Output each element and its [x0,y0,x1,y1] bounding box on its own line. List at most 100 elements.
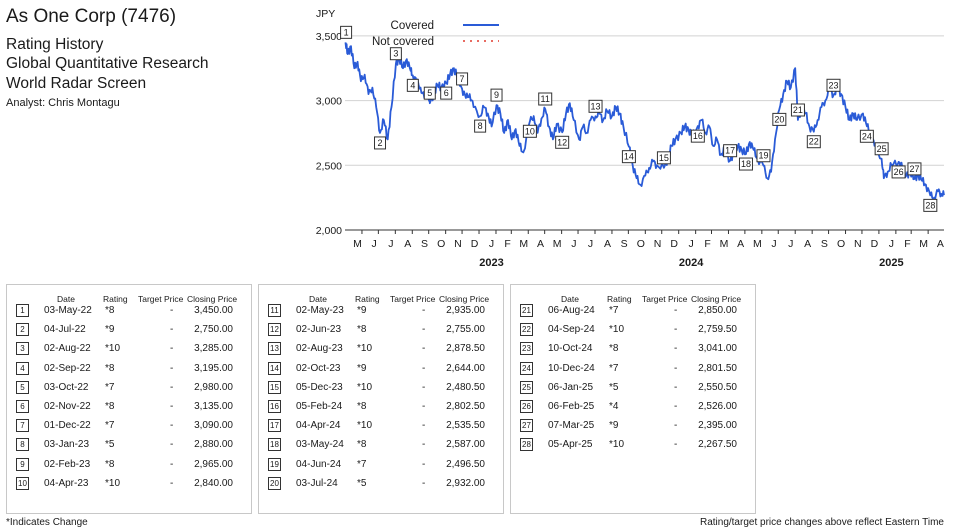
row-number-box: 11 [268,304,281,317]
cell-date: 02-Feb-23 [44,458,91,470]
table-row: 19 04-Jun-24 *7 - 2,496.50 [259,457,503,472]
row-number-box: 6 [16,400,29,413]
rating-marker-14: 14 [621,150,636,164]
row-number-box: 19 [268,457,281,471]
marker-label: 11 [541,94,550,104]
marker-box [738,157,753,171]
cell-target: - [170,381,174,393]
cell-rating: *7 [357,458,367,470]
cell-target: - [674,324,678,336]
x-tick-label: A [737,238,744,250]
table-row: 9 02-Feb-23 *8 - 2,965.00 [7,457,251,472]
cell-date: 03-Jul-24 [296,477,338,489]
cell-closing: 2,526.00 [698,401,737,412]
x-tick-label: D [871,238,879,250]
cell-closing: 3,195.00 [194,362,233,374]
rating-marker-7: 7 [456,72,469,86]
table-row: 3 02-Aug-22 *10 - 3,285.00 [7,342,251,356]
row-number-box: 4 [16,361,29,375]
row-number-box: 20 [268,476,281,490]
price-series [344,42,945,201]
column-header-target: Target Price [390,294,436,304]
cell-closing: 2,480.50 [446,381,485,393]
marker-box [826,78,841,92]
row-number-box: 24 [520,361,533,375]
marker-label: 15 [659,153,669,163]
table-row: 18 03-May-24 *8 - 2,587.00 [259,438,503,452]
series-line-covered [344,42,945,201]
marker-box [891,165,906,179]
rating-marker-18: 18 [738,157,753,171]
y-axis-label: JPY [316,8,335,20]
legend-label: Covered [391,20,434,32]
rating-marker-11: 11 [538,92,553,106]
marker-box [474,119,487,133]
cell-target: - [422,477,426,489]
cell-target: - [170,477,174,489]
x-tick-label: J [689,238,694,250]
marker-box [522,124,537,138]
table-row: 8 03-Jan-23 *5 - 2,880.00 [7,438,251,452]
marker-label: 5 [427,88,432,98]
cell-date: 07-Mar-25 [548,420,595,432]
cell-closing: 2,750.00 [194,324,233,336]
y-tick-label: 3,000 [316,96,342,108]
marker-label: 1 [344,27,349,37]
marker-label: 12 [557,137,567,147]
table-row: 11 02-May-23 *9 - 2,935.00 [259,304,503,318]
x-tick-label: F [904,238,910,250]
cell-rating: *8 [357,324,367,336]
x-tick-label: A [804,238,811,250]
cell-rating: *9 [105,324,115,336]
rating-marker-10: 10 [522,124,537,138]
row-number-box: 27 [520,419,533,433]
table-row: 12 02-Jun-23 *8 - 2,755.00 [259,323,503,337]
marker-box [756,149,771,163]
footnote-timezone: Rating/target price changes above reflec… [699,517,944,528]
table-row: 23 10-Oct-24 *8 - 3,041.00 [511,342,755,356]
marker-box [690,129,705,143]
cell-closing: 2,759.50 [698,324,737,336]
cell-rating: *10 [105,477,121,489]
rating-marker-16: 16 [690,129,705,143]
x-tick-label: O [437,238,445,250]
cell-closing: 2,935.00 [446,305,485,316]
column-header-closing: Closing Price [691,294,742,304]
rating-marker-13: 13 [588,99,603,113]
rating-marker-5: 5 [423,86,436,100]
cell-date: 02-Jun-23 [296,324,342,336]
x-tick-label: M [753,238,762,250]
marker-label: 17 [725,146,735,156]
y-tick-label: 3,500 [316,31,342,43]
rating-marker-21: 21 [790,103,805,117]
table-row: 27 07-Mar-25 *9 - 2,395.00 [511,419,755,433]
rating-marker-4: 4 [406,78,419,92]
cell-date: 02-May-23 [296,305,344,316]
rating-marker-24: 24 [859,129,874,143]
marker-label: 23 [828,80,838,90]
row-number-box: 17 [268,419,281,433]
cell-target: - [170,343,174,355]
cell-rating: *4 [609,401,619,412]
cell-target: - [422,362,426,374]
row-number-box: 8 [16,438,29,452]
table-row: 2 04-Jul-22 *9 - 2,750.00 [7,323,251,337]
cell-closing: 2,980.00 [194,381,233,393]
column-header-rating: Rating [103,294,128,304]
rating-table-panel-1: Date Rating Target Price Closing Price 1 03-M… [6,284,252,514]
rating-marker-17: 17 [723,144,738,158]
cell-closing: 3,090.00 [194,420,233,432]
row-number-box: 15 [268,380,281,394]
rating-marker-8: 8 [474,119,487,133]
x-tick-label: F [504,238,510,250]
cell-date: 03-Oct-22 [44,381,89,393]
x-year-label: 2024 [679,257,704,269]
cell-date: 06-Feb-25 [548,401,595,412]
row-number-box: 18 [268,438,281,452]
cell-rating: *10 [357,343,373,355]
marker-label: 21 [793,105,803,115]
rating-marker-20: 20 [772,112,787,126]
cell-target: - [422,401,426,412]
x-tick-label: F [704,238,710,250]
